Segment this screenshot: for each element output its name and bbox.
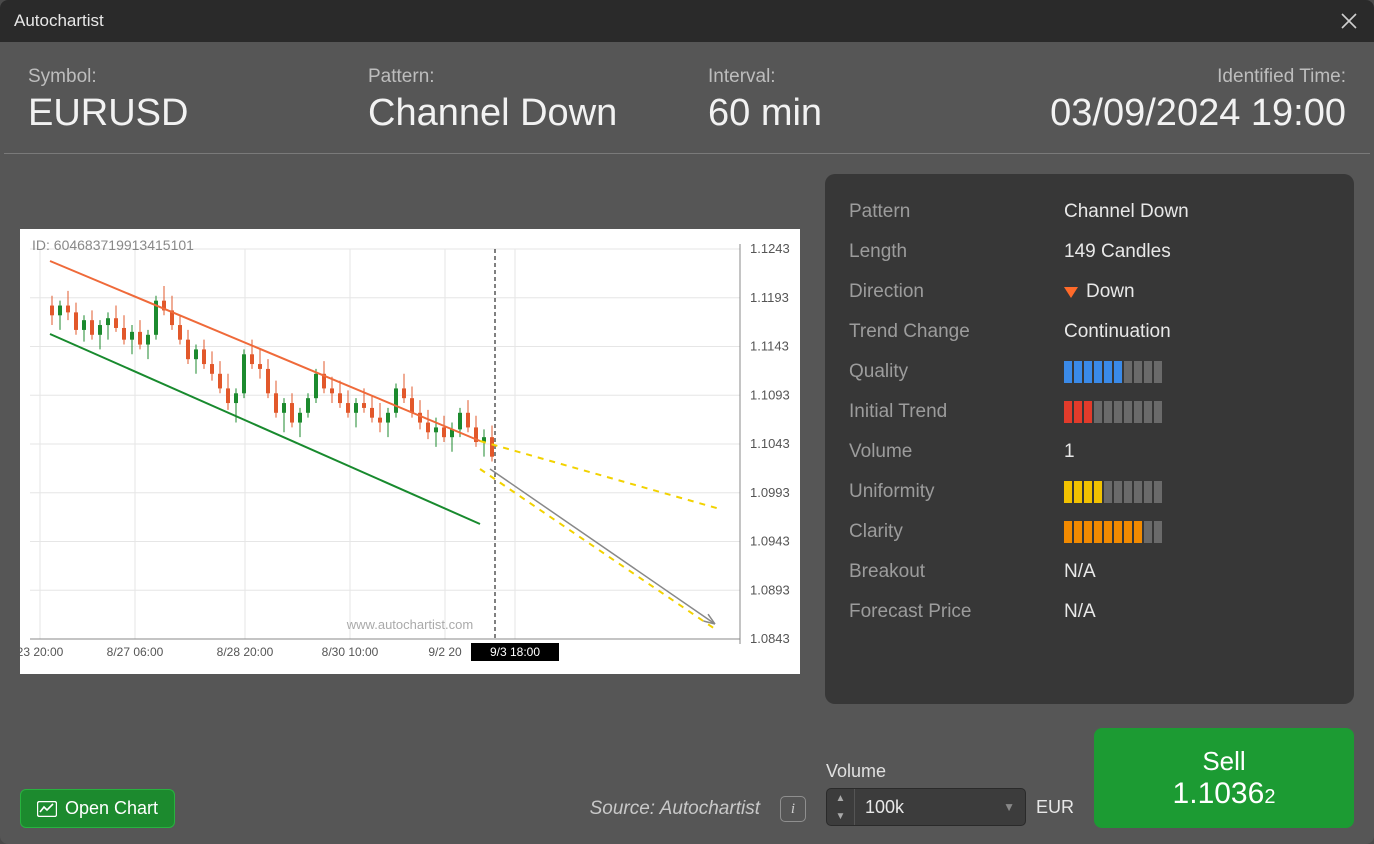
open-chart-label: Open Chart: [65, 798, 158, 819]
svg-text:8/30 10:00: 8/30 10:00: [322, 645, 379, 659]
header-symbol: Symbol: EURUSD: [28, 66, 328, 135]
detail-length-label: Length: [849, 241, 1064, 263]
detail-quality-label: Quality: [849, 361, 1064, 383]
detail-trend-change-value: Continuation: [1064, 321, 1171, 343]
detail-initial-trend: Initial Trend: [849, 392, 1330, 432]
symbol-label: Symbol:: [28, 66, 328, 88]
detail-trend-change: Trend Change Continuation: [849, 312, 1330, 352]
svg-text:1.1093: 1.1093: [750, 387, 790, 402]
volume-select[interactable]: ▲ ▼ 100k ▼: [826, 788, 1026, 826]
pattern-label: Pattern:: [368, 66, 668, 88]
detail-pattern: Pattern Channel Down: [849, 192, 1330, 232]
svg-text:23 20:00: 23 20:00: [20, 645, 64, 659]
detail-length-value: 149 Candles: [1064, 241, 1171, 263]
detail-breakout-value: N/A: [1064, 561, 1096, 583]
detail-breakout: Breakout N/A: [849, 552, 1330, 592]
source-text: Source: Autochartist: [590, 798, 760, 820]
volume-block: Volume ▲ ▼ 100k ▼ EUR: [826, 761, 1074, 826]
header-pattern: Pattern: Channel Down: [368, 66, 668, 135]
sell-price: 1.10362: [1173, 777, 1276, 811]
interval-label: Interval:: [708, 66, 908, 88]
detail-volume: Volume 1: [849, 432, 1330, 472]
down-arrow-icon: [1064, 287, 1078, 298]
quality-bars: [1064, 361, 1162, 383]
header: Symbol: EURUSD Pattern: Channel Down Int…: [4, 42, 1370, 154]
detail-direction: Direction Down: [849, 272, 1330, 312]
footer: Open Chart Source: Autochartist i Volume…: [0, 728, 1374, 844]
chart-line-icon: [37, 801, 57, 817]
identified-label: Identified Time:: [948, 66, 1346, 88]
detail-trend-change-label: Trend Change: [849, 321, 1064, 343]
volume-label: Volume: [826, 761, 1074, 782]
currency-label: EUR: [1036, 797, 1074, 818]
svg-text:8/27 06:00: 8/27 06:00: [107, 645, 164, 659]
detail-forecast-label: Forecast Price: [849, 601, 1064, 623]
initial-trend-bars: [1064, 401, 1162, 423]
symbol-value: EURUSD: [28, 92, 328, 135]
svg-text:1.0843: 1.0843: [750, 631, 790, 646]
detail-uniformity: Uniformity: [849, 472, 1330, 512]
close-icon[interactable]: [1338, 10, 1360, 32]
direction-text: Down: [1086, 281, 1135, 303]
sell-price-main: 1.1036: [1173, 777, 1265, 810]
volume-value: 100k: [855, 797, 1003, 818]
sell-label: Sell: [1202, 746, 1245, 777]
svg-text:1.0993: 1.0993: [750, 484, 790, 499]
chevron-down-icon[interactable]: ▼: [1003, 800, 1025, 814]
header-identified-time: Identified Time: 03/09/2024 19:00: [948, 66, 1346, 135]
window-title: Autochartist: [14, 11, 104, 31]
content: ID: 604683719913415101 1.1243 1.1193 1.114…: [0, 154, 1374, 728]
price-chart: ID: 604683719913415101 1.1243 1.1193 1.114…: [20, 229, 800, 674]
detail-clarity-label: Clarity: [849, 521, 1064, 543]
detail-volume-value: 1: [1064, 441, 1075, 463]
detail-forecast: Forecast Price N/A: [849, 592, 1330, 632]
pattern-value: Channel Down: [368, 92, 668, 135]
details-panel: Pattern Channel Down Length 149 Candles …: [825, 174, 1354, 704]
svg-text:1.1193: 1.1193: [750, 289, 789, 304]
detail-pattern-value: Channel Down: [1064, 201, 1189, 223]
detail-length: Length 149 Candles: [849, 232, 1330, 272]
stepper-up-icon[interactable]: ▲: [827, 789, 854, 807]
svg-text:9/3 18:00: 9/3 18:00: [490, 645, 540, 659]
detail-direction-value: Down: [1064, 281, 1135, 303]
sell-price-frac: 2: [1264, 786, 1275, 808]
detail-initial-trend-label: Initial Trend: [849, 401, 1064, 423]
interval-value: 60 min: [708, 92, 908, 135]
header-interval: Interval: 60 min: [708, 66, 908, 135]
detail-forecast-value: N/A: [1064, 601, 1096, 623]
clarity-bars: [1064, 521, 1162, 543]
svg-text:1.0893: 1.0893: [750, 582, 790, 597]
uniformity-bars: [1064, 481, 1162, 503]
detail-uniformity-label: Uniformity: [849, 481, 1064, 503]
svg-text:1.1043: 1.1043: [750, 436, 790, 451]
svg-text:8/28 20:00: 8/28 20:00: [217, 645, 274, 659]
detail-breakout-label: Breakout: [849, 561, 1064, 583]
detail-pattern-label: Pattern: [849, 201, 1064, 223]
detail-quality: Quality: [849, 352, 1330, 392]
svg-text:1.1243: 1.1243: [750, 241, 790, 256]
identified-value: 03/09/2024 19:00: [948, 92, 1346, 135]
info-icon[interactable]: i: [780, 796, 806, 822]
sell-button[interactable]: Sell 1.10362: [1094, 728, 1354, 828]
volume-stepper[interactable]: ▲ ▼: [827, 789, 855, 825]
stepper-down-icon[interactable]: ▼: [827, 807, 854, 825]
chart-id-text: ID: 604683719913415101: [32, 237, 194, 253]
open-chart-button[interactable]: Open Chart: [20, 789, 175, 828]
svg-text:9/2 20: 9/2 20: [428, 645, 462, 659]
detail-clarity: Clarity: [849, 512, 1330, 552]
titlebar: Autochartist: [0, 0, 1374, 42]
detail-volume-label: Volume: [849, 441, 1064, 463]
svg-text:1.1143: 1.1143: [750, 338, 789, 353]
chart-watermark: www.autochartist.com: [347, 617, 473, 632]
autochartist-window: Autochartist Symbol: EURUSD Pattern: Cha…: [0, 0, 1374, 844]
chart-area: ID: 604683719913415101 1.1243 1.1193 1.114…: [20, 174, 805, 728]
detail-direction-label: Direction: [849, 281, 1064, 303]
chart-svg: 1.1243 1.1193 1.1143 1.1093 1.1043 1.0993 1.09…: [20, 229, 800, 674]
svg-text:1.0943: 1.0943: [750, 533, 790, 548]
